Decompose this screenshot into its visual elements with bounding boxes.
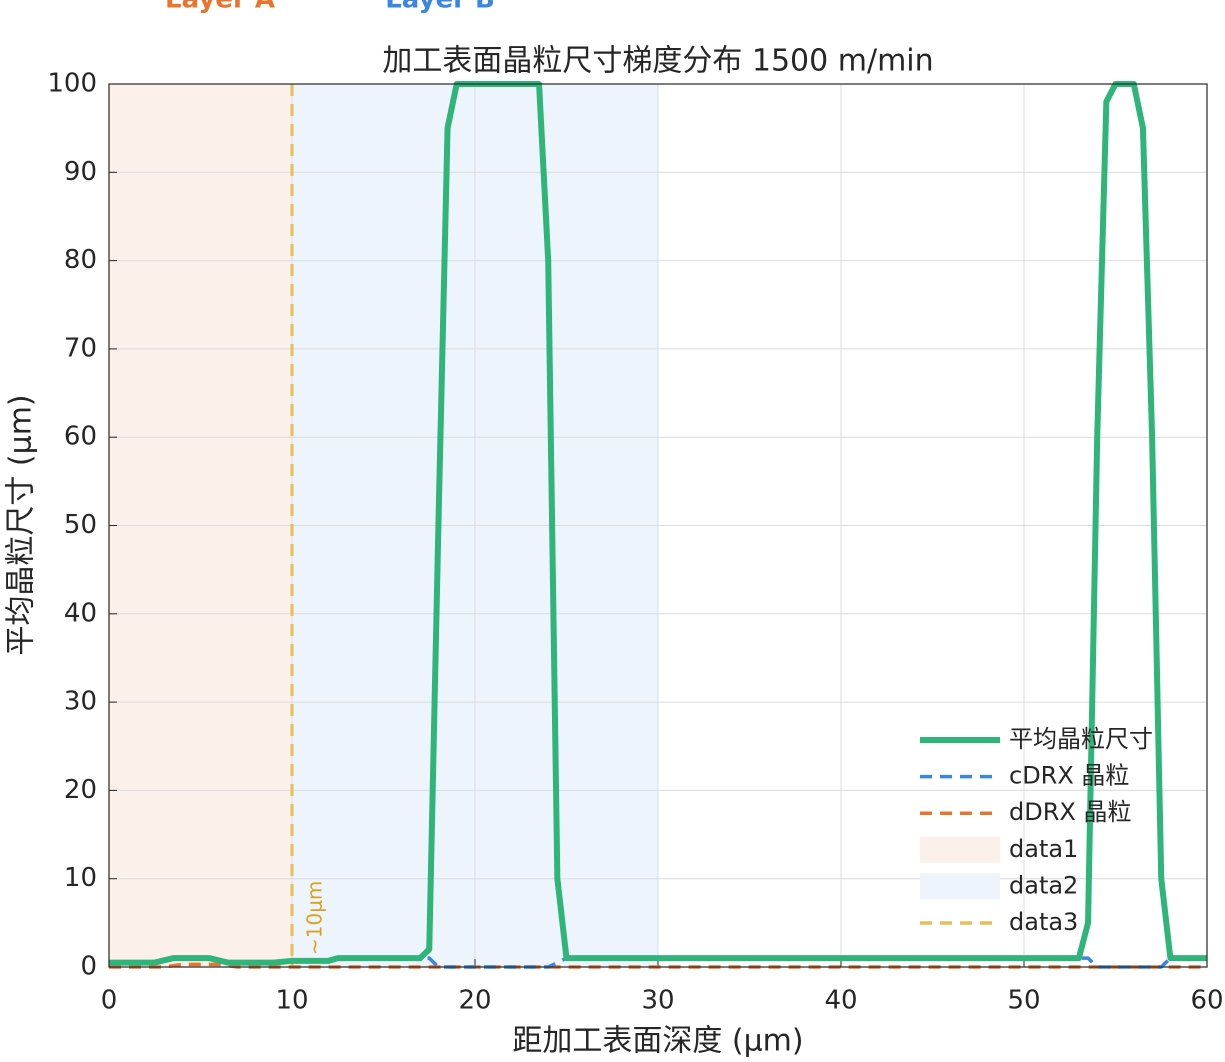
x-tick-label: 30 bbox=[641, 986, 674, 1016]
x-tick-label: 50 bbox=[1007, 986, 1040, 1016]
y-tick-label: 10 bbox=[64, 863, 97, 893]
y-tick-label: 100 bbox=[47, 69, 97, 99]
x-tick-label: 60 bbox=[1190, 986, 1223, 1016]
legend-label: data1 bbox=[1009, 835, 1078, 863]
y-tick-label: 60 bbox=[64, 422, 97, 452]
legend-label: 平均晶粒尺寸 bbox=[1009, 725, 1153, 753]
layer-label: Layer B bbox=[385, 0, 495, 15]
legend-swatch bbox=[920, 873, 1000, 900]
y-tick-label: 70 bbox=[64, 333, 97, 363]
y-tick-label: 20 bbox=[64, 775, 97, 805]
y-tick-label: 30 bbox=[64, 687, 97, 717]
y-tick-label: 40 bbox=[64, 598, 97, 628]
annotation: ~10μm bbox=[303, 881, 327, 955]
y-tick-label: 80 bbox=[64, 245, 97, 275]
legend-label: data2 bbox=[1009, 871, 1078, 899]
axes-box bbox=[108, 83, 1208, 968]
y-axis-label: 平均晶粒尺寸 (μm) bbox=[4, 394, 39, 655]
x-tick-label: 20 bbox=[458, 986, 491, 1016]
chart-title: 加工表面晶粒尺寸梯度分布 1500 m/min bbox=[382, 44, 933, 79]
y-tick-label: 0 bbox=[80, 952, 97, 982]
x-axis-label: 距加工表面深度 (μm) bbox=[512, 1024, 803, 1059]
legend-label: cDRX 晶粒 bbox=[1009, 762, 1129, 790]
layer-label: Layer A bbox=[165, 0, 275, 15]
x-tick-label: 10 bbox=[275, 986, 308, 1016]
legend-swatch bbox=[920, 836, 1000, 863]
y-tick-label: 50 bbox=[64, 510, 97, 540]
y-tick-label: 90 bbox=[64, 157, 97, 187]
legend-label: data3 bbox=[1009, 908, 1078, 936]
legend-label: dDRX 晶粒 bbox=[1009, 798, 1131, 826]
x-tick-label: 0 bbox=[101, 986, 118, 1016]
x-tick-label: 40 bbox=[824, 986, 857, 1016]
legend: 平均晶粒尺寸 cDRX 晶粒 dDRX 晶粒 data1 data2 data3 bbox=[920, 725, 1153, 936]
